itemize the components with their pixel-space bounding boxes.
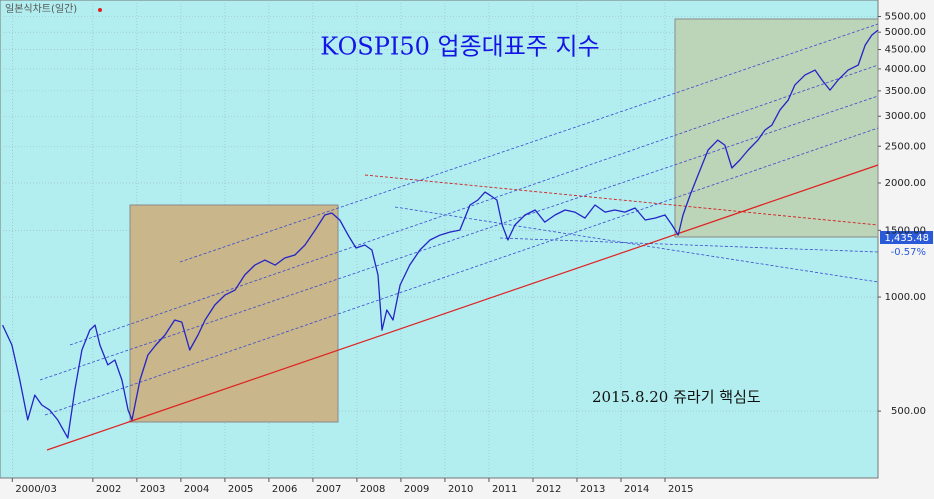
support-line <box>46 164 879 451</box>
x-tick-label: 2009 <box>404 484 429 495</box>
trend-line <box>394 206 879 283</box>
trend-line <box>499 237 879 253</box>
x-tick-label: 2014 <box>624 484 649 495</box>
price-line <box>2 29 879 439</box>
y-tick-label: 4000.00 <box>885 64 926 75</box>
x-tick-label: 2005 <box>228 484 253 495</box>
y-tick-label: 500.00 <box>891 406 926 417</box>
grid <box>0 0 878 478</box>
channel-lines <box>39 23 879 416</box>
y-tick-label: 2000.00 <box>885 178 926 189</box>
resistance-line <box>364 174 879 226</box>
marks <box>2 29 879 439</box>
y-tick-label: 3500.00 <box>885 86 926 97</box>
y-tick-label: 5500.00 <box>885 11 926 22</box>
annotation: 2015.8.20 쥬라기 핵심도 <box>592 388 761 406</box>
x-tick-label: 2006 <box>272 484 297 495</box>
x-tick-label: 2011 <box>492 484 517 495</box>
x-tick-label: 2002 <box>96 484 121 495</box>
x-tick-label: 2010 <box>448 484 473 495</box>
trend-line <box>39 95 879 381</box>
trend-line <box>44 127 879 416</box>
x-tick-label: 2000/03 <box>15 484 57 495</box>
y-tick-label: 4500.00 <box>885 45 926 56</box>
legend-dot <box>98 8 102 12</box>
x-tick-label: 2008 <box>360 484 385 495</box>
panel-label: 일본식차트(일간) <box>5 3 77 15</box>
last-price-label: 1,435.48 <box>884 233 929 244</box>
x-tick-label: 2003 <box>140 484 165 495</box>
trend-line <box>69 64 879 346</box>
x-tick-label: 2012 <box>536 484 561 495</box>
last-price-box <box>880 231 933 244</box>
y-tick-label: 5000.00 <box>885 27 926 38</box>
x-tick-label: 2013 <box>580 484 605 495</box>
x-tick-label: 2004 <box>184 484 209 495</box>
x-tick-label: 2015 <box>668 484 693 495</box>
y-tick-label: 3000.00 <box>885 111 926 122</box>
y-tick-label: 1500.00 <box>885 225 926 236</box>
y-tick-label: 1000.00 <box>885 292 926 303</box>
x-tick-label: 2007 <box>316 484 341 495</box>
change-label: -0.57% <box>891 247 926 258</box>
trend-line <box>179 23 879 263</box>
chart-title: KOSPI50 업종대표주 지수 <box>320 33 599 61</box>
y-tick-label: 2500.00 <box>885 141 926 152</box>
highlight-box <box>674 18 879 238</box>
